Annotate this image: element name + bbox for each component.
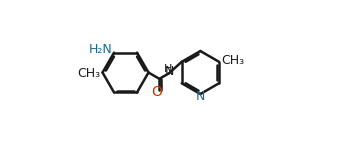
Text: H: H: [164, 64, 173, 74]
Text: O: O: [151, 85, 162, 99]
Text: N: N: [196, 90, 205, 103]
Text: N: N: [165, 65, 175, 78]
Text: CH₃: CH₃: [221, 54, 244, 67]
Text: CH₃: CH₃: [77, 67, 100, 80]
Text: H₂N: H₂N: [89, 43, 113, 56]
